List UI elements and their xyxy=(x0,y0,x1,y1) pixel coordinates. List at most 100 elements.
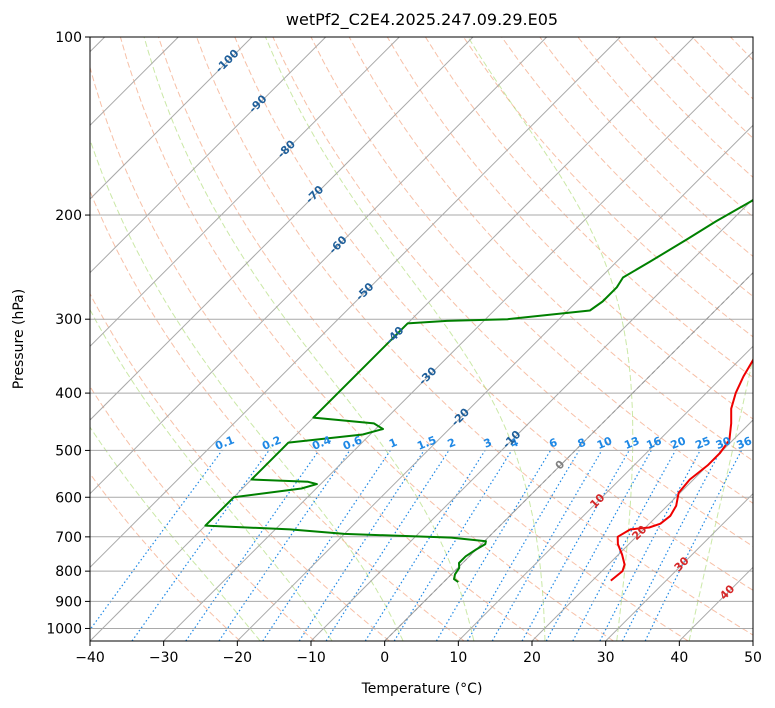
mixing-ratio-line xyxy=(599,450,701,641)
mixing-ratio-line xyxy=(185,450,320,641)
mixing-ratio-label: 6 xyxy=(547,436,559,451)
dry-adiabat-line xyxy=(653,37,753,139)
dry-adiabat-line xyxy=(90,472,241,641)
mixing-ratio-line xyxy=(218,450,351,641)
dry-adiabat-line xyxy=(272,37,753,547)
x-axis-label: Temperature (°C) xyxy=(361,681,483,697)
pressure-gridlines xyxy=(90,37,753,629)
mixing-ratio-label: 8 xyxy=(576,436,588,451)
moist-adiabat-line xyxy=(143,37,475,641)
dry-adiabat-line xyxy=(90,65,540,641)
mixing-ratio-line xyxy=(545,450,652,641)
mixing-ratio-label: 1 xyxy=(387,436,399,451)
dewpoint-profile-line xyxy=(204,199,753,583)
isotherm-line xyxy=(236,124,753,641)
mixing-ratio-line xyxy=(435,450,552,641)
isotherm-line xyxy=(605,492,753,641)
isotherm-line xyxy=(752,640,753,641)
mixing-ratio-line xyxy=(572,450,677,641)
plot-area: 0.1 0.2 0.4 0.6 1 1.5 2 3 4 6 8 10 13 16 20 25 30 36-100-… xyxy=(90,37,775,641)
isotherm-line xyxy=(310,198,753,641)
isotherms xyxy=(90,37,753,641)
x-tick-label: 20 xyxy=(523,650,541,666)
plot-frame xyxy=(89,36,754,642)
y-tick-label: 700 xyxy=(55,530,82,546)
moist-adiabat-line xyxy=(688,355,753,641)
dry-adiabats xyxy=(90,37,775,641)
y-tick-label: 1000 xyxy=(46,621,82,637)
mixing-ratio-label: 3 xyxy=(482,436,494,451)
mixing-ratio-lines xyxy=(90,450,743,641)
moist-adiabat-line xyxy=(90,138,404,641)
x-tick-label: 40 xyxy=(670,650,688,666)
isotherm-line xyxy=(163,50,753,641)
y-tick-label: 400 xyxy=(55,386,82,402)
x-tick-label: −30 xyxy=(149,650,179,666)
mixing-ratio-line xyxy=(621,450,722,641)
isotherm-line xyxy=(90,37,474,421)
y-axis: 100 200 300 400 500 600 700 800 900 1000 xyxy=(46,30,90,637)
y-tick-label: 300 xyxy=(55,312,82,328)
isotherm-line xyxy=(90,37,548,495)
mixing-ratio-label: 30 xyxy=(714,434,733,452)
mixing-ratio-line xyxy=(90,450,223,631)
isotherm-line xyxy=(531,419,753,641)
y-tick-label: 900 xyxy=(55,594,82,610)
moist-adiabat-line xyxy=(90,426,261,641)
y-tick-label: 600 xyxy=(55,490,82,506)
isotherm-line xyxy=(90,37,400,348)
x-axis: −40 −30 −20 −10 0 10 20 30 40 50 xyxy=(75,641,762,666)
x-tick-label: −20 xyxy=(223,650,253,666)
dry-adiabat-line xyxy=(196,37,753,636)
mixing-ratio-line xyxy=(325,450,450,641)
line-labels: 0.1 0.2 0.4 0.6 1 1.5 2 3 4 6 8 10 13 16 20 25 30 36-100-… xyxy=(213,47,754,603)
dry-adiabat-line xyxy=(234,37,753,591)
y-axis-label: Pressure (hPa) xyxy=(11,289,27,389)
x-tick-label: 0 xyxy=(380,650,389,666)
x-tick-label: 50 xyxy=(744,650,762,666)
dry-adiabat-line xyxy=(769,37,775,641)
y-tick-label: 100 xyxy=(55,30,82,46)
dry-adiabat-line xyxy=(463,37,753,338)
x-tick-label: 10 xyxy=(449,650,467,666)
freezing-isotherm xyxy=(384,271,753,641)
mixing-ratio-label: 16 xyxy=(644,434,663,452)
mixing-ratio-label: 13 xyxy=(622,434,641,452)
mixing-ratio-line xyxy=(298,450,425,641)
isotherm-line xyxy=(384,271,753,641)
mixing-ratio-line xyxy=(262,450,391,641)
mixing-ratio-label: 36 xyxy=(735,434,754,452)
moist-adiabat-line xyxy=(467,37,634,641)
dry-adiabat-line xyxy=(386,37,753,420)
x-tick-label: 30 xyxy=(597,650,615,666)
dry-adiabat-line xyxy=(90,292,390,641)
dry-adiabat-line xyxy=(90,190,465,641)
dry-adiabat-line xyxy=(501,37,753,298)
series-lines xyxy=(204,199,753,583)
y-tick-label: 800 xyxy=(55,564,82,580)
dry-adiabat-line xyxy=(90,385,316,641)
dry-adiabat-line xyxy=(119,37,614,641)
isotherm-line xyxy=(90,37,621,569)
y-tick-label: 500 xyxy=(55,443,82,459)
isotherm-line xyxy=(90,37,253,200)
mixing-ratio-line xyxy=(393,450,513,641)
isotherm-line xyxy=(90,37,327,274)
temperature-profile-line xyxy=(610,358,753,582)
y-tick-label: 200 xyxy=(55,208,82,224)
dry-adiabat-line xyxy=(424,37,753,379)
x-tick-label: −10 xyxy=(296,650,326,666)
mixing-ratio-label: 25 xyxy=(693,434,712,452)
chart-title: wetPf2_C2E4.2025.247.09.29.E05 xyxy=(286,10,558,30)
isotherm-line xyxy=(678,566,753,641)
moist-adiabat-line xyxy=(90,308,333,641)
mixing-ratio-label: 10 xyxy=(595,434,614,452)
mixing-ratio-label: 20 xyxy=(669,434,688,452)
x-tick-label: −40 xyxy=(75,650,105,666)
mixing-ratio-line xyxy=(644,450,743,641)
dry-adiabat-line xyxy=(158,37,689,641)
isotherm-line xyxy=(457,345,753,641)
dry-adiabat-line xyxy=(310,37,753,504)
isotherm-label: -30 xyxy=(416,364,439,387)
